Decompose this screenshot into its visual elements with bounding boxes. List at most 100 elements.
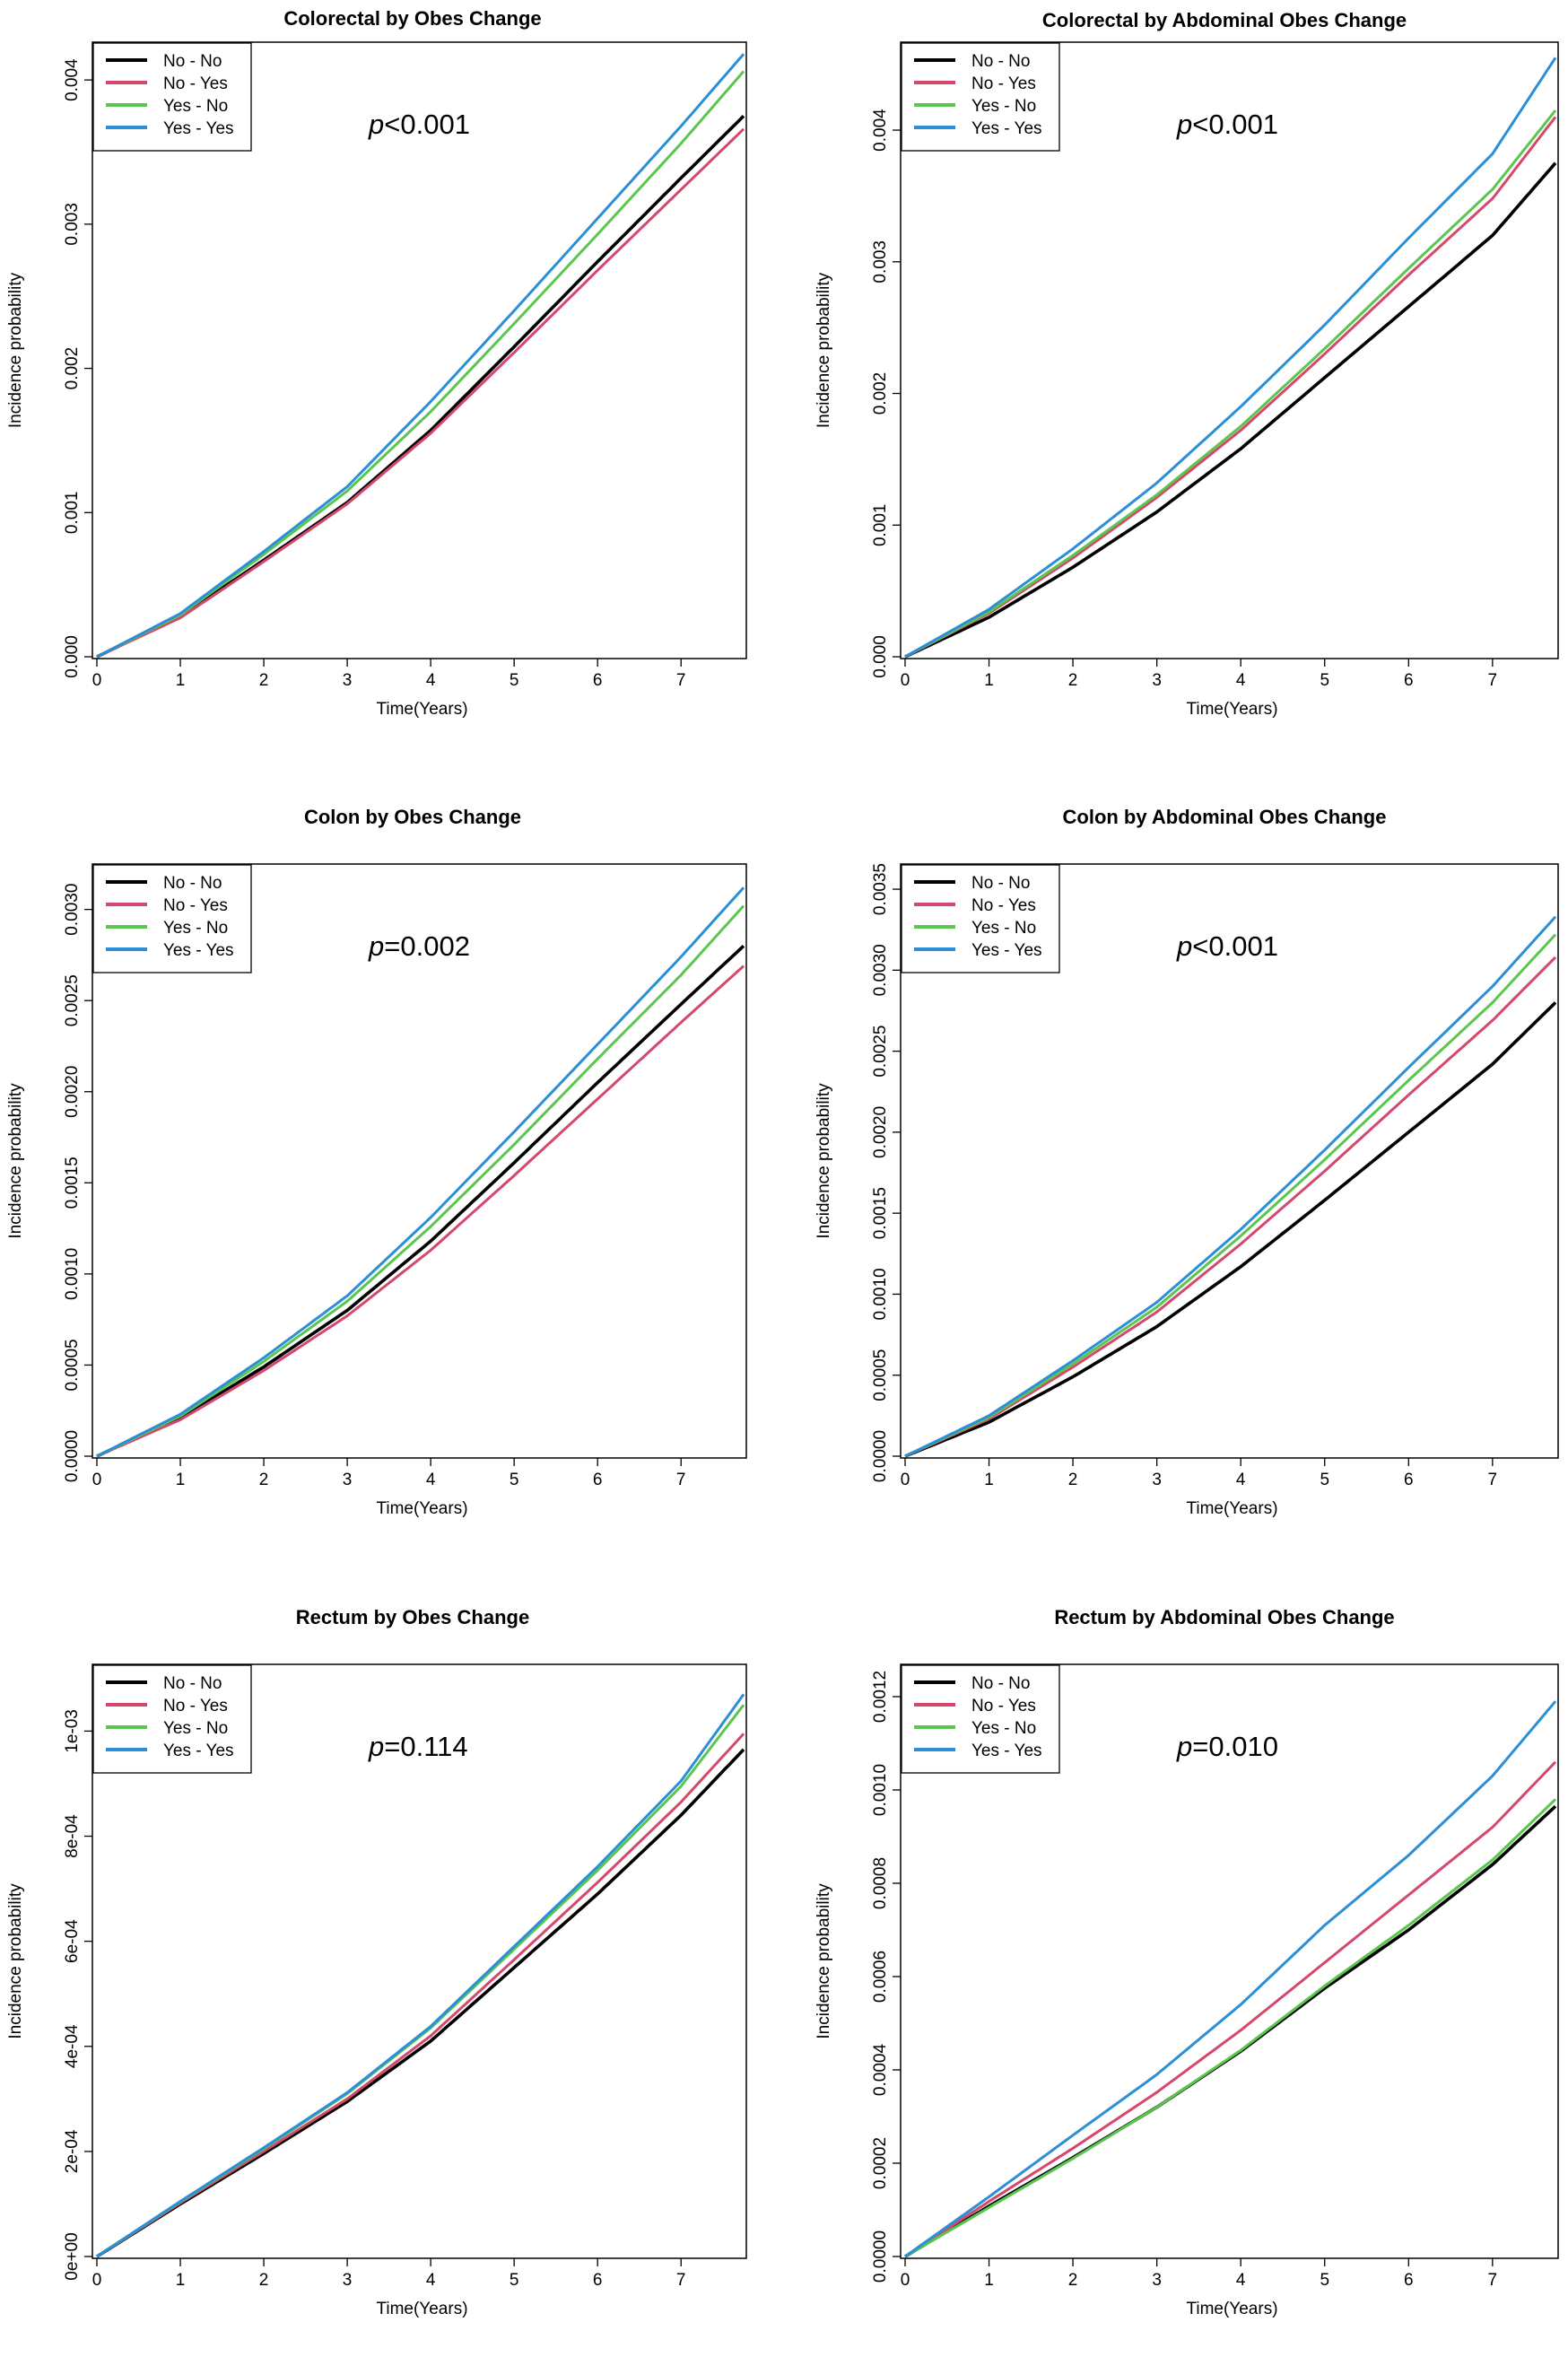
chart-3: Colon by Obes Change 0 1 2 3 4 5 6 7 0.0000 0.0005… bbox=[6, 806, 747, 1518]
chart-2-xtick-label-2: 2 bbox=[1068, 671, 1078, 690]
chart-3-ytick-label-1: 0.0005 bbox=[63, 1339, 82, 1391]
chart-4-xtick-label-0: 0 bbox=[901, 1471, 910, 1489]
chart-6-xtick-label-6: 6 bbox=[1404, 2271, 1414, 2290]
chart-5-ytick-label-2: 4e-04 bbox=[63, 2024, 82, 2068]
chart-5-xtick-label-6: 6 bbox=[593, 2271, 603, 2290]
chart-5-xtick-label-3: 3 bbox=[343, 2271, 353, 2290]
chart-1-ytick-label-2: 0.002 bbox=[63, 347, 82, 390]
chart-5-xtick-label-7: 7 bbox=[676, 2271, 686, 2290]
chart-2-ytick-label-1: 0.001 bbox=[871, 503, 890, 546]
chart-5-series-yes-no bbox=[96, 1704, 745, 2258]
chart-6-xtick-label-3: 3 bbox=[1152, 2271, 1162, 2290]
chart-1-ytick-label-3: 0.003 bbox=[63, 203, 82, 246]
chart-5-xtick-label-2: 2 bbox=[259, 2271, 269, 2290]
chart-6-ytick-label-3: 0.0006 bbox=[871, 1951, 890, 2003]
chart-4-legend-label-yes-yes: Yes - Yes bbox=[971, 941, 1042, 960]
chart-6-xtick-label-2: 2 bbox=[1068, 2271, 1078, 2290]
chart-4-xtick-label-1: 1 bbox=[984, 1471, 994, 1489]
chart-3-xtick-label-5: 5 bbox=[510, 1471, 519, 1489]
chart-2-series-yes-no bbox=[904, 109, 1557, 659]
chart-2-p-value-text: <0.001 bbox=[1192, 109, 1278, 140]
chart-6-ytick-label-1: 0.0002 bbox=[871, 2137, 890, 2189]
chart-2-series-no-yes bbox=[904, 116, 1557, 659]
chart-5-series-yes-yes bbox=[96, 1693, 745, 2258]
chart-2-title: Colorectal by Abdominal Obes Change bbox=[1042, 9, 1407, 31]
chart-1-xtick-label-5: 5 bbox=[510, 671, 519, 690]
chart-1-legend-label-no-yes: No - Yes bbox=[163, 74, 228, 93]
chart-4-series-yes-no bbox=[904, 933, 1557, 1458]
chart-4-series-no-no bbox=[904, 1001, 1557, 1458]
chart-5: Rectum by Obes Change 0 1 2 3 4 5 6 7 0e+00 2e-04 4… bbox=[6, 1606, 747, 2318]
chart-6-ytick-label-0: 0.0000 bbox=[871, 2230, 890, 2283]
chart-2-xtick-label-5: 5 bbox=[1320, 671, 1329, 690]
chart-2-x-axis-label: Time(Years) bbox=[1186, 700, 1277, 719]
chart-1-ytick-label-0: 0.000 bbox=[63, 635, 82, 678]
chart-6-ytick-label-2: 0.0004 bbox=[871, 2044, 890, 2097]
chart-6-legend-label-yes-yes: Yes - Yes bbox=[971, 1742, 1042, 1760]
chart-3-ytick-label-5: 0.0025 bbox=[63, 974, 82, 1026]
chart-5-series-no-yes bbox=[96, 1733, 745, 2258]
chart-5-ytick-label-5: 1e-03 bbox=[63, 1709, 82, 1753]
chart-2-ytick-label-2: 0.002 bbox=[871, 372, 890, 415]
chart-2-p-value: p<0.001 bbox=[1176, 109, 1278, 140]
chart-6-ytick-label-4: 0.0008 bbox=[871, 1857, 890, 1909]
chart-1-xtick-label-7: 7 bbox=[676, 671, 686, 690]
chart-6-ytick-label-6: 0.0012 bbox=[871, 1671, 890, 1723]
chart-5-y-axis-label: Incidence probability bbox=[6, 1883, 25, 2039]
chart-6-xtick-label-5: 5 bbox=[1320, 2271, 1329, 2290]
chart-1-series-no-yes bbox=[96, 127, 745, 659]
chart-6-xtick-label-7: 7 bbox=[1488, 2271, 1498, 2290]
chart-3-y-axis-label: Incidence probability bbox=[6, 1083, 25, 1239]
chart-5-legend-label-yes-yes: Yes - Yes bbox=[163, 1742, 234, 1760]
chart-3-legend-label-yes-yes: Yes - Yes bbox=[163, 941, 234, 960]
chart-5-legend-label-yes-no: Yes - No bbox=[163, 1719, 228, 1738]
chart-4-ytick-label-5: 0.0025 bbox=[871, 1026, 890, 1078]
chart-2-ytick-label-4: 0.004 bbox=[871, 109, 890, 152]
chart-3-p-symbol: p bbox=[368, 930, 384, 962]
chart-6-series-no-yes bbox=[904, 1760, 1557, 2258]
chart-1-title: Colorectal by Obes Change bbox=[283, 7, 541, 30]
chart-4-xtick-label-4: 4 bbox=[1236, 1471, 1246, 1489]
chart-1-p-value-text: <0.001 bbox=[384, 109, 470, 140]
chart-2-series-no-no bbox=[904, 161, 1557, 659]
chart-2-series-yes-yes bbox=[904, 57, 1557, 659]
chart-4-xtick-label-2: 2 bbox=[1068, 1471, 1078, 1489]
chart-4-xtick-label-6: 6 bbox=[1404, 1471, 1414, 1489]
chart-3-ytick-label-3: 0.0015 bbox=[63, 1157, 82, 1209]
chart-6-y-axis-label: Incidence probability bbox=[814, 1883, 833, 2039]
chart-1-xtick-label-2: 2 bbox=[259, 671, 269, 690]
chart-2-xtick-label-7: 7 bbox=[1488, 671, 1498, 690]
chart-4-xtick-label-3: 3 bbox=[1152, 1471, 1162, 1489]
chart-6-p-value-text: =0.010 bbox=[1192, 1731, 1278, 1762]
chart-5-title: Rectum by Obes Change bbox=[296, 1606, 529, 1628]
chart-1-legend-label-yes-no: Yes - No bbox=[163, 97, 228, 116]
chart-4-series-yes-yes bbox=[904, 915, 1557, 1458]
chart-5-xtick-label-5: 5 bbox=[510, 2271, 519, 2290]
chart-3-xtick-label-0: 0 bbox=[92, 1471, 102, 1489]
chart-1-p-symbol: p bbox=[368, 109, 384, 140]
chart-3-x-axis-label: Time(Years) bbox=[376, 1499, 467, 1518]
chart-6-xtick-label-1: 1 bbox=[984, 2271, 994, 2290]
chart-2: Colorectal by Abdominal Obes Change 0 1 2 3 4… bbox=[814, 9, 1559, 719]
chart-1-series-no-no bbox=[96, 115, 745, 659]
chart-4-legend-label-yes-no: Yes - No bbox=[971, 919, 1036, 938]
chart-6-plot-frame bbox=[900, 1663, 1559, 2259]
chart-3-legend-label-no-yes: No - Yes bbox=[163, 896, 228, 915]
chart-4-ytick-label-1: 0.0005 bbox=[871, 1349, 890, 1401]
chart-3-p-value: p=0.002 bbox=[368, 930, 470, 962]
chart-6: Rectum by Abdominal Obes Change 0 1 2 3 4 5 6 7 0… bbox=[814, 1606, 1559, 2318]
chart-5-p-value-text: =0.114 bbox=[384, 1731, 467, 1762]
chart-5-legend-label-no-yes: No - Yes bbox=[163, 1697, 228, 1715]
chart-4-p-value-text: <0.001 bbox=[1192, 930, 1278, 962]
chart-3-xtick-label-4: 4 bbox=[426, 1471, 436, 1489]
chart-6-legend-label-no-no: No - No bbox=[971, 1674, 1030, 1693]
chart-3-xtick-label-2: 2 bbox=[259, 1471, 269, 1489]
chart-3-series-no-no bbox=[96, 944, 745, 1458]
chart-1-p-value: p<0.001 bbox=[368, 109, 470, 140]
chart-1: Colorectal by Obes Change 0 1 2 3 4 5 6 7 0.000 0.… bbox=[6, 7, 747, 719]
chart-6-legend-label-yes-no: Yes - No bbox=[971, 1719, 1036, 1738]
chart-4-p-value: p<0.001 bbox=[1176, 930, 1278, 962]
chart-6-series-yes-yes bbox=[904, 1700, 1557, 2258]
chart-6-series-yes-no bbox=[904, 1798, 1557, 2258]
